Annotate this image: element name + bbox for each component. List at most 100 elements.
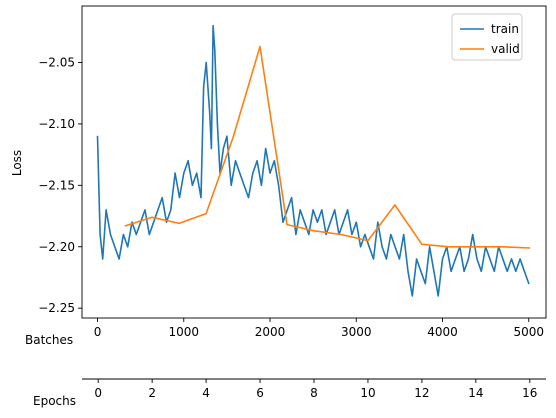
data-point-train (291, 197, 293, 199)
data-point-train (334, 209, 336, 211)
data-point-train (472, 233, 474, 236)
data-point-train (420, 270, 422, 272)
data-point-train (282, 221, 284, 223)
data-point-train (210, 147, 212, 150)
data-point-train (191, 184, 193, 186)
y-tick-label: −2.15 (38, 178, 75, 192)
data-point-train (515, 270, 517, 272)
data-point-valid (313, 230, 315, 232)
data-point-train (165, 221, 168, 223)
data-point-train (295, 233, 297, 236)
data-point-train (209, 111, 211, 113)
data-point-train (278, 184, 280, 186)
data-point-train (476, 258, 478, 260)
data-point-train (502, 258, 504, 260)
y-tick-label: −2.05 (38, 56, 75, 70)
data-point-train (433, 270, 435, 272)
data-point-train (377, 221, 379, 223)
data-point-valid (367, 240, 369, 242)
data-point-valid (205, 213, 207, 215)
data-point-valid (421, 243, 423, 245)
data-point-train (407, 270, 409, 272)
x-tick-label-epochs: 16 (522, 386, 537, 400)
x-tick-label-batches: 5000 (513, 325, 544, 339)
data-point-train (178, 197, 181, 199)
data-point-train (222, 147, 224, 150)
legend-entry-train: train (491, 22, 519, 36)
data-point-train (308, 233, 310, 236)
data-point-train (411, 295, 413, 297)
data-point-train (243, 184, 245, 186)
data-point-valid (232, 136, 234, 138)
data-point-train (196, 172, 198, 174)
data-point-train (187, 160, 189, 162)
data-point-valid (340, 233, 342, 236)
data-point-train (364, 233, 366, 236)
data-point-train (144, 209, 146, 211)
data-point-valid (151, 216, 153, 218)
data-point-train (265, 147, 267, 150)
data-point-train (247, 197, 250, 199)
data-point-train (226, 135, 228, 137)
data-point-valid (178, 222, 180, 224)
legend-entry-valid: valid (491, 42, 520, 56)
data-point-train (416, 258, 418, 260)
data-point-train (347, 209, 349, 211)
data-point-train (174, 172, 176, 174)
data-point-train (325, 233, 327, 236)
data-point-train (170, 209, 172, 211)
data-point-train (183, 172, 185, 174)
x-tick-label-epochs: 4 (202, 386, 210, 400)
data-point-train (203, 86, 205, 88)
data-point-valid (124, 225, 126, 227)
data-point-train (273, 160, 275, 162)
data-point-valid (502, 246, 504, 248)
data-point-train (118, 258, 120, 260)
data-point-train (493, 270, 495, 272)
data-point-train (441, 258, 444, 260)
data-point-train (252, 172, 254, 174)
x-tick-label-epochs: 0 (94, 386, 102, 400)
x-tick-label-epochs: 8 (310, 386, 318, 400)
data-point-train (312, 209, 314, 211)
data-point-train (360, 246, 362, 248)
data-point-train (342, 221, 344, 223)
data-point-train (510, 258, 513, 260)
data-point-train (299, 209, 301, 211)
data-point-train (205, 61, 207, 64)
data-point-train (131, 221, 133, 223)
series-line-valid (124, 45, 530, 249)
data-point-train (105, 209, 107, 211)
data-point-train (109, 233, 112, 236)
x-tick-label-epochs: 2 (148, 386, 156, 400)
data-point-valid (259, 45, 261, 48)
data-point-train (528, 283, 530, 285)
data-point-train (394, 246, 396, 248)
x-tick-label-batches: 3000 (341, 325, 372, 339)
data-point-train (329, 221, 331, 223)
y-tick-label: −2.10 (38, 117, 75, 131)
x-axis-label-batches: Batches (25, 333, 73, 347)
y-tick-label: −2.25 (38, 301, 75, 315)
data-point-train (489, 258, 491, 260)
data-point-train (398, 258, 400, 260)
legend: train valid (451, 13, 523, 61)
data-point-train (135, 233, 137, 236)
x-tick-label-epochs: 6 (256, 386, 264, 400)
x-tick-label-batches: 0 (94, 325, 102, 339)
data-point-valid (286, 224, 288, 226)
data-point-train (234, 160, 237, 162)
data-point-train (372, 258, 375, 260)
data-point-train (385, 258, 387, 260)
data-point-train (239, 172, 241, 174)
x-tick-label-epochs: 10 (360, 386, 375, 400)
data-point-train (102, 258, 104, 260)
data-point-train (506, 270, 508, 272)
x-tick-label-batches: 2000 (255, 325, 286, 339)
data-point-train (161, 197, 163, 199)
data-point-train (214, 49, 216, 51)
data-point-valid (529, 247, 531, 249)
data-point-train (403, 233, 405, 236)
x-tick-label-epochs: 14 (468, 386, 483, 400)
data-point-train (519, 258, 521, 260)
